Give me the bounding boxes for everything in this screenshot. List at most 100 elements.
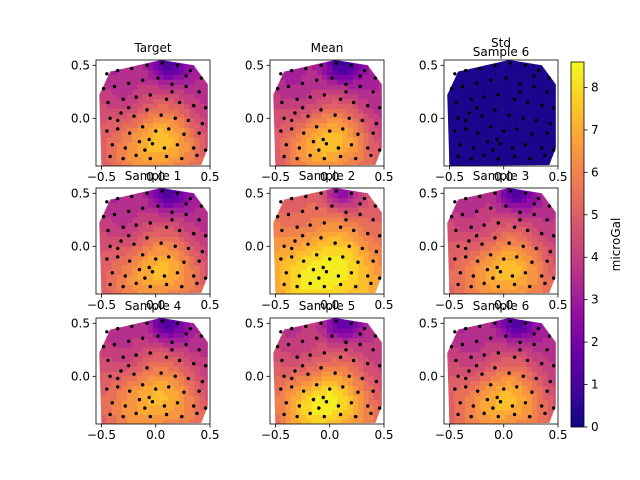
contour-cell (142, 366, 149, 372)
contour-cell (521, 117, 528, 124)
contour-cell (178, 351, 185, 358)
contour-cell (316, 98, 323, 104)
contour-cell (526, 103, 533, 109)
contour-cell (358, 380, 364, 387)
contour-cell (464, 289, 471, 294)
contour-cell (178, 216, 185, 223)
contour-cell (337, 404, 344, 411)
contour-cell (511, 260, 518, 266)
contour-cell (454, 127, 461, 133)
contour-cell (285, 366, 292, 372)
station-point (110, 401, 114, 405)
contour-cell (542, 197, 549, 204)
contour-cell (106, 380, 113, 387)
contour-cell (506, 356, 512, 362)
contour-cell (337, 98, 344, 104)
contour-cell (275, 279, 281, 285)
contour-cell (121, 188, 128, 194)
contour-cell (501, 161, 507, 166)
station-point (540, 361, 544, 366)
contour-cell (459, 284, 466, 290)
contour-cell (454, 216, 461, 223)
contour-cell (347, 64, 354, 71)
contour-cell (480, 318, 487, 324)
station-point (512, 225, 517, 229)
station-point (116, 127, 120, 131)
contour-cell (327, 113, 333, 119)
contour-cell (368, 399, 375, 406)
contour-cell (454, 113, 461, 119)
contour-cell (121, 390, 128, 396)
contour-cell (306, 332, 313, 338)
contour-cell (321, 399, 328, 406)
contour-cell (506, 221, 512, 228)
contour-cell (132, 98, 139, 104)
station-point (290, 196, 294, 201)
contour-cell (542, 231, 549, 237)
contour-cell (378, 390, 382, 396)
station-point (300, 364, 305, 368)
contour-cell (147, 151, 154, 157)
contour-cell (542, 113, 549, 119)
contour-cell (132, 404, 139, 411)
contour-cell (199, 269, 206, 276)
contour-cell (368, 250, 375, 257)
contour-cell (127, 161, 133, 166)
contour-cell (542, 318, 549, 324)
contour-cell (121, 141, 128, 148)
contour-cell (285, 93, 292, 100)
contour-cell (178, 197, 185, 204)
contour-cell (189, 289, 196, 294)
station-point (156, 204, 160, 208)
contour-cell (475, 141, 481, 148)
contour-cell (358, 188, 364, 194)
station-point (295, 225, 299, 229)
contour-cell (511, 212, 518, 218)
contour-cell (184, 318, 190, 324)
station-point (322, 414, 326, 419)
contour-cell (275, 212, 281, 218)
contour-cell (199, 221, 206, 228)
contour-cell (280, 414, 287, 420)
contour-cell (480, 60, 487, 66)
station-point (478, 66, 482, 71)
contour-cell (106, 356, 113, 362)
contour-cell (273, 88, 276, 95)
contour-cell (290, 265, 297, 271)
contour-cell (173, 74, 180, 80)
contour-cell (358, 207, 364, 213)
contour-cell (542, 284, 549, 290)
contour-cell (332, 274, 338, 281)
contour-cell (506, 380, 512, 387)
contour-cell (337, 132, 344, 138)
contour-cell (132, 197, 139, 204)
contour-cell (321, 409, 328, 415)
contour-cell (459, 93, 466, 100)
contour-cell (337, 346, 344, 353)
contour-cell (342, 241, 349, 247)
contour-cell (301, 127, 307, 133)
contour-cell (275, 361, 281, 367)
contour-cell (184, 141, 190, 148)
contour-cell (459, 113, 466, 119)
station-point (460, 212, 465, 217)
y-tick-label: 0.5 (71, 58, 90, 72)
contour-cell (475, 385, 481, 391)
contour-cell (111, 132, 118, 138)
contour-cell (199, 60, 206, 66)
contour-cell (332, 409, 338, 415)
contour-cell (464, 409, 471, 415)
contour-cell (199, 117, 206, 124)
contour-cell (158, 289, 164, 294)
station-point (170, 82, 174, 87)
contour-cell (301, 269, 307, 276)
contour-cell (475, 375, 481, 382)
contour-cell (459, 146, 466, 153)
contour-cell (464, 197, 471, 204)
station-point (358, 74, 362, 78)
contour-cell (521, 137, 528, 143)
contour-cell (516, 332, 523, 338)
contour-cell (363, 137, 370, 143)
contour-cell (485, 346, 492, 353)
contour-field (273, 318, 382, 424)
